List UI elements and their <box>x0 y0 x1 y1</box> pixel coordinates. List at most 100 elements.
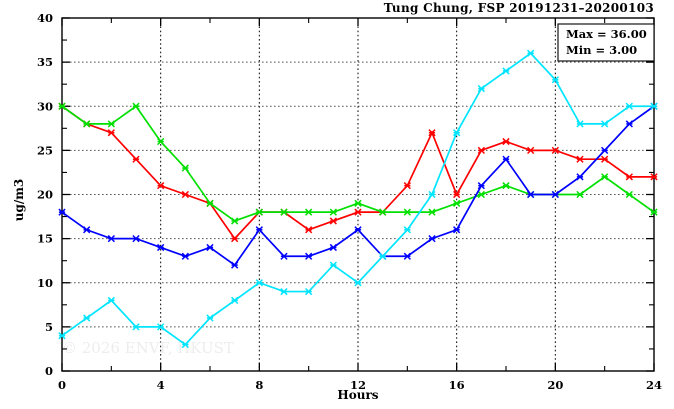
data-point-marker <box>157 323 165 331</box>
data-point-marker <box>107 129 115 137</box>
data-point-marker <box>453 190 461 199</box>
legend-min-label: Min = 3.00 <box>566 43 637 57</box>
data-point-marker <box>58 208 66 216</box>
data-point-marker <box>280 252 288 260</box>
x-tick-label: 20 <box>547 378 563 392</box>
data-point-marker <box>428 234 436 243</box>
data-point-marker <box>354 208 362 216</box>
data-point-marker <box>428 190 436 199</box>
y-tick-label: 25 <box>37 143 53 157</box>
y-tick-label: 40 <box>37 11 53 25</box>
y-tick-label: 15 <box>37 232 53 246</box>
x-tick-label: 0 <box>58 378 66 392</box>
data-point-marker <box>576 173 584 181</box>
x-tick-label: 4 <box>157 378 165 392</box>
data-point-marker <box>428 129 436 137</box>
data-point-marker <box>231 217 239 225</box>
data-point-marker <box>453 226 461 234</box>
data-point-marker <box>231 296 239 305</box>
data-point-marker <box>551 190 559 199</box>
data-point-marker <box>107 234 115 243</box>
data-point-marker <box>403 182 411 190</box>
series-blue <box>58 102 658 269</box>
data-point-marker <box>157 243 165 252</box>
data-point-marker <box>83 226 91 234</box>
y-tick-label: 35 <box>37 55 53 69</box>
data-point-marker <box>625 120 633 128</box>
data-point-marker <box>502 182 510 190</box>
data-point-marker <box>502 137 510 146</box>
x-tick-label: 8 <box>255 378 263 392</box>
data-point-marker <box>551 146 559 155</box>
data-point-marker <box>206 314 214 322</box>
data-point-marker <box>58 102 66 110</box>
data-point-marker <box>527 146 535 155</box>
data-point-marker <box>453 129 461 137</box>
data-point-marker <box>354 279 362 287</box>
data-point-marker <box>576 155 584 163</box>
data-point-marker <box>650 208 658 216</box>
data-point-marker <box>329 261 337 269</box>
y-tick-label: 0 <box>45 364 53 378</box>
data-point-marker <box>132 102 140 110</box>
x-tick-label: 16 <box>449 378 465 392</box>
data-point-marker <box>453 199 461 207</box>
y-tick-label: 20 <box>37 188 53 202</box>
data-point-marker <box>403 226 411 234</box>
x-tick-label: 12 <box>350 378 366 392</box>
legend-max-label: Max = 36.00 <box>566 27 647 41</box>
data-point-marker <box>625 102 633 110</box>
data-point-marker <box>255 208 263 216</box>
data-point-marker <box>255 279 263 287</box>
data-point-marker <box>601 173 609 181</box>
data-point-marker <box>181 252 189 260</box>
data-point-marker <box>231 261 239 269</box>
stats-legend: Max = 36.00 Min = 3.00 <box>557 23 655 62</box>
data-point-marker <box>576 190 584 199</box>
y-tick-label: 10 <box>37 276 53 290</box>
data-point-marker <box>477 146 485 155</box>
data-point-marker <box>305 226 313 234</box>
data-point-marker <box>601 146 609 155</box>
data-point-marker <box>107 120 115 128</box>
data-point-marker <box>502 155 510 163</box>
data-point-marker <box>305 287 313 296</box>
data-point-marker <box>354 199 362 207</box>
data-point-marker <box>379 208 387 216</box>
data-point-marker <box>329 217 337 225</box>
data-point-marker <box>132 323 140 331</box>
x-tick-label: 24 <box>646 378 662 392</box>
y-axis-title: ug/m3 <box>12 179 26 222</box>
data-point-marker <box>132 234 140 243</box>
data-point-marker <box>403 252 411 260</box>
y-tick-label: 5 <box>45 320 53 334</box>
watermark: © 2026 ENVF, HKUST <box>62 339 234 357</box>
chart-title: Tung Chung, FSP 20191231–20200103 <box>384 1 654 15</box>
legend-background <box>557 23 655 62</box>
y-tick-label: 30 <box>37 99 53 113</box>
data-point-marker <box>379 252 387 260</box>
data-point-marker <box>280 208 288 216</box>
data-point-marker <box>625 190 633 199</box>
data-point-marker <box>255 226 263 234</box>
data-point-marker <box>280 287 288 296</box>
data-point-marker <box>329 243 337 252</box>
data-point-marker <box>181 190 189 199</box>
vertical-gridlines <box>160 18 556 371</box>
x-axis-title: Hours <box>337 388 378 402</box>
data-point-marker <box>206 243 214 252</box>
series-cyan <box>58 49 658 349</box>
data-point-marker <box>354 226 362 234</box>
data-point-marker <box>157 182 165 190</box>
data-point-marker <box>650 173 658 181</box>
data-point-marker <box>625 173 633 181</box>
data-point-marker <box>157 137 165 146</box>
data-point-marker <box>502 67 510 75</box>
data-point-marker <box>477 190 485 199</box>
data-point-marker <box>551 76 559 84</box>
data-point-marker <box>527 190 535 199</box>
data-point-marker <box>181 164 189 172</box>
data-point-marker <box>206 199 214 207</box>
data-point-marker <box>428 208 436 216</box>
